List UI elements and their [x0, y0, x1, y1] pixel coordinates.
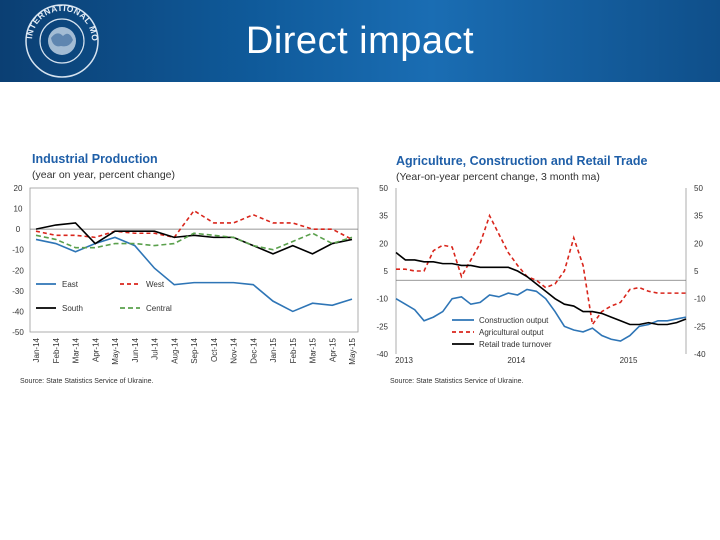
- chart1-x-tick: Mar-14: [72, 337, 81, 363]
- slide-title: Direct impact: [245, 20, 475, 62]
- chart1-x-tick: Sep-14: [190, 337, 199, 363]
- chart1-x-tick: Nov-14: [230, 337, 239, 363]
- chart2-y-tick-right: 20: [694, 239, 703, 248]
- chart2-series-retail-trade-turnover: [395, 251, 687, 326]
- chart1-title: Industrial Production: [32, 152, 158, 166]
- chart2-y-tick-right: 35: [694, 212, 703, 221]
- chart2-x-tick: 2014: [507, 356, 525, 365]
- chart2-y-tick-left: 5: [384, 267, 389, 276]
- agri-construction-retail-chart: 50 50 35 35 20 20 5 5 -10 -10 -25 -25 -40 -40 2013 2014…: [376, 184, 706, 365]
- chart1-plot-area: [29, 187, 359, 333]
- chart2-x-tick: 2015: [620, 356, 638, 365]
- chart1-y-tick: 0: [16, 225, 21, 234]
- chart1-x-tick: Feb-14: [52, 337, 61, 363]
- chart1-subtitle: (year on year, percent change): [32, 169, 176, 181]
- chart2-y-tick-left: -25: [376, 322, 388, 331]
- chart2-legend-label: Agricultural output: [479, 328, 544, 337]
- chart1-y-tick: 10: [14, 205, 23, 214]
- chart2-series-construction-output: [395, 288, 687, 342]
- chart2-subtitle: (Year-on-year percent change, 3 month ma…: [396, 171, 600, 183]
- chart1-legend-label: South: [62, 304, 83, 313]
- chart1-legend-label: East: [62, 280, 79, 289]
- chart1-x-tick: Dec-14: [249, 337, 258, 363]
- slide-header: INTERNATIONAL MONETARY FUND Direct impac…: [0, 0, 720, 82]
- chart2-y-tick-left: 50: [379, 184, 388, 193]
- chart1-y-tick: 20: [14, 184, 23, 193]
- chart1-x-tick: Feb-15: [289, 337, 298, 363]
- chart2-source: Source: State Statistics Service of Ukra…: [390, 378, 524, 385]
- chart2-y-tick-right: -25: [694, 322, 706, 331]
- chart2-legend-label: Retail trade turnover: [479, 340, 552, 349]
- chart2-title: Agriculture, Construction and Retail Tra…: [396, 154, 648, 168]
- imf-logo: INTERNATIONAL MONETARY FUND: [14, 2, 100, 78]
- chart2-y-tick-right: -10: [694, 295, 706, 304]
- chart2-y-tick-left: -10: [376, 295, 388, 304]
- chart2-y-tick-right: -40: [694, 350, 706, 359]
- chart1-series-south: [35, 222, 353, 255]
- industrial-production-chart: 20 10 0 -10 -20 -30 -40 -50 Jan-14 Feb-14 Mar-14 Ap…: [12, 184, 359, 365]
- chart1-x-tick: Aug-14: [170, 337, 179, 363]
- chart2-y-tick-left: 20: [379, 239, 388, 248]
- chart1-x-tick: Apr-14: [91, 337, 100, 362]
- chart1-x-tick: May-15: [348, 337, 357, 364]
- chart2-y-tick-left: -40: [376, 350, 388, 359]
- chart1-series-central: [35, 232, 353, 251]
- chart1-y-tick: -10: [12, 246, 24, 255]
- chart1-x-tick: Jan-15: [269, 337, 278, 362]
- chart1-x-tick: Oct-14: [210, 337, 219, 362]
- chart2-y-tick-right: 50: [694, 184, 703, 193]
- chart2-legend-label: Construction output: [479, 316, 549, 325]
- chart1-y-tick: -40: [12, 307, 24, 316]
- chart1-y-tick: -50: [12, 328, 24, 337]
- chart1-legend-label: Central: [146, 304, 172, 313]
- chart1-x-tick: Jan-14: [32, 337, 41, 362]
- chart1-x-tick: Jul-14: [151, 337, 160, 359]
- chart1-legend-label: West: [146, 280, 165, 289]
- chart1-x-tick: Jun-14: [131, 337, 140, 362]
- chart1-x-tick: May-14: [111, 337, 120, 364]
- chart1-x-tick: Apr-15: [328, 337, 337, 362]
- chart2-x-tick: 2013: [395, 356, 413, 365]
- chart2-series-agricultural-output: [396, 213, 686, 327]
- chart2-y-tick-left: 35: [379, 212, 388, 221]
- chart1-source: Source: State Statistics Service of Ukra…: [20, 378, 154, 385]
- chart2-y-tick-right: 5: [694, 267, 699, 276]
- chart1-x-tick: Mar-15: [309, 337, 318, 363]
- chart1-y-tick: -30: [12, 287, 24, 296]
- chart1-series-east: [35, 236, 353, 313]
- chart1-y-tick: -20: [12, 266, 24, 275]
